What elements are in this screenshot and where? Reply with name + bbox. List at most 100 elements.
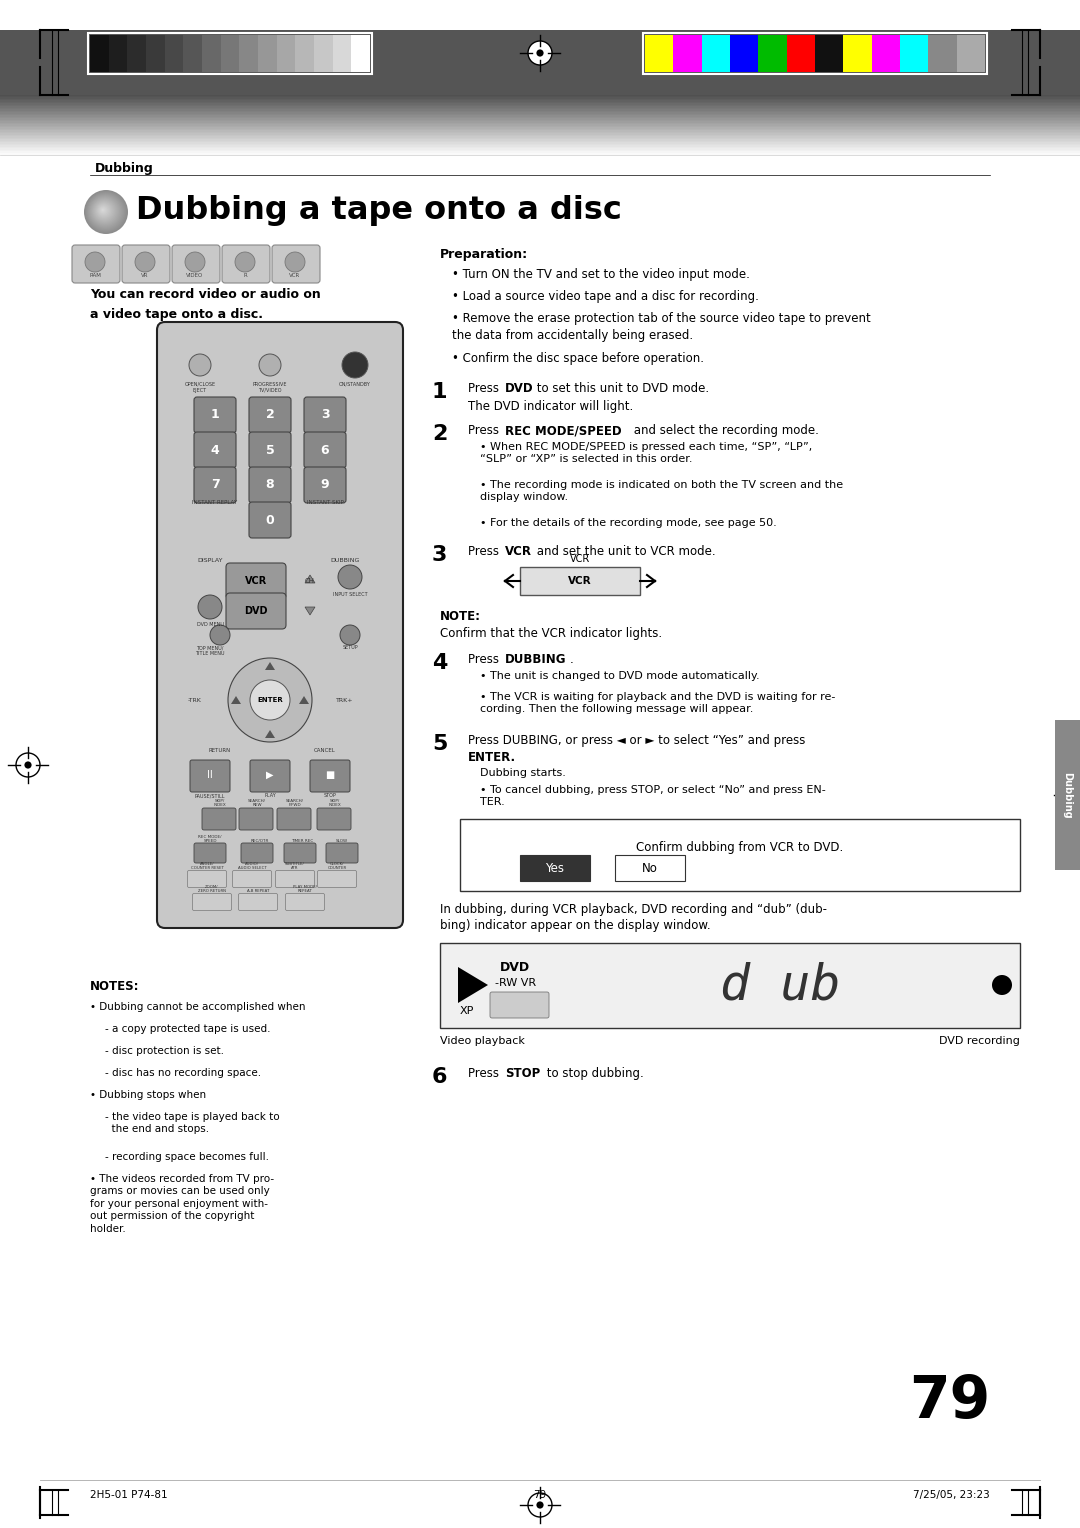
Bar bbox=[295, 35, 314, 72]
Text: VCR: VCR bbox=[245, 576, 267, 587]
Text: 0: 0 bbox=[266, 513, 274, 527]
Circle shape bbox=[93, 200, 116, 222]
Text: SEARCH/
F.FWD: SEARCH/ F.FWD bbox=[286, 799, 303, 807]
Text: 9: 9 bbox=[321, 478, 329, 492]
Bar bbox=[0, 95, 1080, 96]
Text: • The recording mode is indicated on both the TV screen and the
display window.: • The recording mode is indicated on bot… bbox=[480, 480, 843, 503]
Circle shape bbox=[338, 565, 362, 588]
FancyBboxPatch shape bbox=[194, 468, 237, 503]
Circle shape bbox=[100, 206, 107, 214]
Circle shape bbox=[98, 205, 109, 215]
Circle shape bbox=[189, 354, 211, 376]
Text: • Turn ON the TV and set to the video input mode.: • Turn ON the TV and set to the video in… bbox=[453, 267, 750, 281]
Bar bbox=[351, 35, 370, 72]
FancyBboxPatch shape bbox=[249, 468, 291, 503]
Circle shape bbox=[528, 1493, 552, 1517]
Text: Confirm dubbing from VCR to DVD.: Confirm dubbing from VCR to DVD. bbox=[636, 840, 843, 854]
Bar bbox=[184, 35, 202, 72]
Circle shape bbox=[16, 753, 40, 778]
Circle shape bbox=[97, 203, 110, 217]
Bar bbox=[258, 35, 276, 72]
Text: -RW VR: -RW VR bbox=[495, 978, 536, 989]
Text: DVD: DVD bbox=[505, 382, 534, 396]
Bar bbox=[0, 142, 1080, 145]
Text: No: No bbox=[643, 862, 658, 874]
Text: VIDEO: VIDEO bbox=[187, 274, 204, 278]
Text: INSTANT SKIP: INSTANT SKIP bbox=[307, 500, 343, 504]
Text: DVD MENU: DVD MENU bbox=[197, 622, 224, 626]
Circle shape bbox=[99, 206, 108, 214]
Text: • Load a source video tape and a disc for recording.: • Load a source video tape and a disc fo… bbox=[453, 290, 759, 303]
Bar bbox=[815, 35, 843, 72]
Circle shape bbox=[89, 196, 122, 228]
FancyBboxPatch shape bbox=[490, 992, 549, 1018]
Circle shape bbox=[228, 659, 312, 743]
Circle shape bbox=[340, 625, 360, 645]
Text: -TRK: -TRK bbox=[188, 697, 202, 703]
Circle shape bbox=[342, 351, 368, 377]
Polygon shape bbox=[231, 695, 241, 704]
FancyBboxPatch shape bbox=[72, 244, 120, 283]
Circle shape bbox=[537, 49, 543, 57]
Text: DVD recording: DVD recording bbox=[940, 1036, 1020, 1047]
Bar bbox=[843, 35, 872, 72]
Text: DVD: DVD bbox=[244, 607, 268, 616]
Bar bbox=[314, 35, 333, 72]
Circle shape bbox=[249, 680, 291, 720]
Text: • The videos recorded from TV pro-
grams or movies can be used only
for your per: • The videos recorded from TV pro- grams… bbox=[90, 1174, 274, 1233]
Circle shape bbox=[259, 354, 281, 376]
Text: NOTE:: NOTE: bbox=[440, 610, 481, 623]
Text: 4: 4 bbox=[432, 652, 447, 672]
FancyBboxPatch shape bbox=[272, 244, 320, 283]
Circle shape bbox=[1059, 787, 1076, 804]
Bar bbox=[127, 35, 146, 72]
Text: REC MODE/
SPEED: REC MODE/ SPEED bbox=[199, 834, 221, 843]
Text: ZOOM/
ZERO RETURN: ZOOM/ ZERO RETURN bbox=[198, 885, 226, 892]
Circle shape bbox=[85, 252, 105, 272]
Bar bbox=[333, 35, 351, 72]
Bar bbox=[240, 35, 258, 72]
Text: ▶: ▶ bbox=[267, 770, 273, 779]
FancyBboxPatch shape bbox=[303, 432, 346, 468]
Text: CH: CH bbox=[305, 578, 315, 584]
Bar bbox=[0, 102, 1080, 105]
Text: Yes: Yes bbox=[545, 862, 565, 874]
Bar bbox=[0, 131, 1080, 134]
FancyBboxPatch shape bbox=[303, 468, 346, 503]
Bar bbox=[929, 35, 957, 72]
Text: - disc has no recording space.: - disc has no recording space. bbox=[105, 1068, 261, 1077]
Text: SETUP: SETUP bbox=[342, 645, 357, 649]
Circle shape bbox=[84, 189, 129, 234]
Bar bbox=[146, 35, 164, 72]
Text: You can record video or audio on: You can record video or audio on bbox=[90, 287, 321, 301]
FancyBboxPatch shape bbox=[249, 397, 291, 432]
Text: - disc protection is set.: - disc protection is set. bbox=[105, 1047, 224, 1056]
FancyBboxPatch shape bbox=[275, 871, 314, 888]
Text: RAM: RAM bbox=[89, 274, 100, 278]
Text: 6: 6 bbox=[321, 443, 329, 457]
Text: ANGLE/
COUNTER RESET: ANGLE/ COUNTER RESET bbox=[190, 862, 224, 869]
Text: • When REC MODE/SPEED is pressed each time, “SP”, “LP”,
“SLP” or “XP” is selecte: • When REC MODE/SPEED is pressed each ti… bbox=[480, 442, 812, 465]
Circle shape bbox=[86, 193, 124, 231]
Bar bbox=[0, 104, 1080, 107]
Text: TRK+: TRK+ bbox=[336, 697, 354, 703]
Circle shape bbox=[92, 199, 118, 225]
Text: • To cancel dubbing, press STOP, or select “No” and press EN-
TER.: • To cancel dubbing, press STOP, or sele… bbox=[480, 785, 826, 807]
FancyBboxPatch shape bbox=[276, 808, 311, 830]
FancyBboxPatch shape bbox=[226, 562, 286, 599]
Bar bbox=[0, 121, 1080, 124]
Bar bbox=[0, 136, 1080, 139]
Text: SKIP/
INDEX: SKIP/ INDEX bbox=[214, 799, 227, 807]
Text: • Dubbing cannot be accomplished when: • Dubbing cannot be accomplished when bbox=[90, 1002, 306, 1012]
Bar bbox=[957, 35, 985, 72]
Polygon shape bbox=[305, 575, 315, 584]
Bar bbox=[87, 34, 372, 73]
Text: XP: XP bbox=[460, 1005, 474, 1016]
Bar bbox=[900, 35, 929, 72]
Text: CLOCK/
COUNTER: CLOCK/ COUNTER bbox=[327, 862, 347, 869]
Text: NOTES:: NOTES: bbox=[90, 979, 139, 993]
Bar bbox=[0, 122, 1080, 125]
Bar bbox=[872, 35, 900, 72]
Circle shape bbox=[91, 197, 119, 226]
Bar bbox=[645, 35, 673, 72]
